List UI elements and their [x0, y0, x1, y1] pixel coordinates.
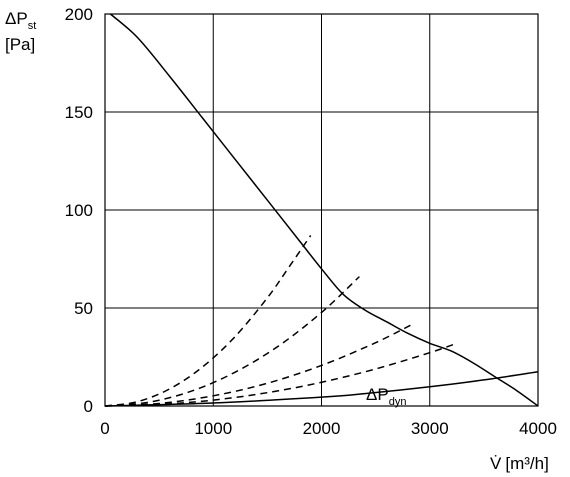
y-tick-label: 100 — [65, 201, 93, 220]
x-tick-label: 0 — [100, 419, 109, 438]
x-tick-label: 3000 — [411, 419, 449, 438]
dashed-series-line-4 — [104, 323, 414, 407]
x-axis-label: V̇ [m³/h] — [490, 454, 549, 473]
tick-labels: 0 1000 2000 3000 4000 0 50 100 150 200 — [65, 5, 557, 438]
x-tick-label: 1000 — [194, 419, 232, 438]
dashed-series-line-2 — [104, 235, 312, 407]
x-tick-label: 2000 — [303, 419, 341, 438]
dashed-series-line-3 — [104, 276, 360, 407]
y-tick-label: 50 — [74, 299, 93, 318]
x-tick-label: 4000 — [519, 419, 557, 438]
solid-series-line-0 — [109, 13, 539, 407]
y-axis-label-main: ΔPst — [5, 9, 36, 32]
dynamic-pressure-label: ΔPdyn — [366, 385, 406, 408]
y-axis-label-unit: [Pa] — [5, 35, 35, 54]
grid-lines — [104, 13, 539, 407]
dashed-series-line-5 — [104, 342, 458, 407]
solid-series-line-1 — [104, 370, 539, 407]
y-tick-label: 150 — [65, 103, 93, 122]
y-tick-label: 200 — [65, 5, 93, 24]
series-group — [104, 13, 539, 407]
y-tick-label: 0 — [84, 397, 93, 416]
